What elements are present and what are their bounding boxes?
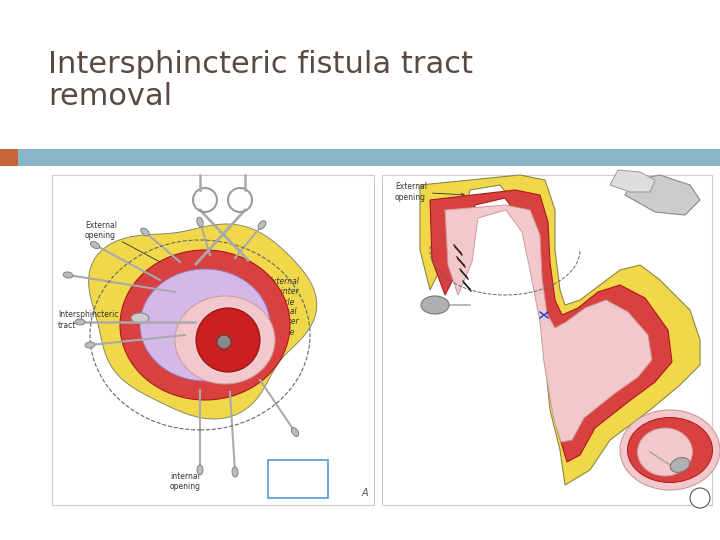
Text: External
sphinter
muscle: External sphinter muscle xyxy=(268,277,300,307)
Text: External
opening: External opening xyxy=(395,183,464,202)
Text: Internal
sphinter
muscle: Internal sphinter muscle xyxy=(268,307,300,337)
Ellipse shape xyxy=(131,313,149,323)
Bar xyxy=(382,175,712,505)
Ellipse shape xyxy=(670,457,690,472)
Bar xyxy=(268,460,328,498)
Ellipse shape xyxy=(75,319,85,325)
Circle shape xyxy=(196,308,260,372)
Polygon shape xyxy=(420,175,700,485)
Ellipse shape xyxy=(197,217,203,227)
Ellipse shape xyxy=(91,241,99,248)
Bar xyxy=(52,175,374,505)
Text: A: A xyxy=(361,488,368,498)
Text: removal: removal xyxy=(48,82,172,111)
Ellipse shape xyxy=(63,272,73,278)
Bar xyxy=(18,149,720,166)
Polygon shape xyxy=(610,170,655,192)
Ellipse shape xyxy=(140,228,149,236)
Circle shape xyxy=(217,335,231,349)
Ellipse shape xyxy=(197,465,203,475)
Circle shape xyxy=(690,488,710,508)
Text: internal
opening: internal opening xyxy=(169,472,200,491)
Ellipse shape xyxy=(140,269,270,381)
Text: External
opening: External opening xyxy=(85,221,172,268)
Text: B: B xyxy=(697,493,703,503)
Ellipse shape xyxy=(120,250,290,400)
Ellipse shape xyxy=(175,296,275,384)
Polygon shape xyxy=(445,205,652,442)
Polygon shape xyxy=(430,190,672,462)
Ellipse shape xyxy=(292,428,299,436)
Ellipse shape xyxy=(637,428,693,476)
Bar xyxy=(0,149,18,166)
Ellipse shape xyxy=(232,467,238,477)
Ellipse shape xyxy=(258,221,266,230)
Ellipse shape xyxy=(628,417,713,483)
Polygon shape xyxy=(89,224,317,419)
Text: Intersphincteric fistula tract: Intersphincteric fistula tract xyxy=(48,50,473,79)
Ellipse shape xyxy=(85,342,95,348)
Polygon shape xyxy=(625,175,700,215)
Ellipse shape xyxy=(421,296,449,314)
Text: Intersphincteric
tract: Intersphincteric tract xyxy=(58,310,151,330)
Ellipse shape xyxy=(620,410,720,490)
